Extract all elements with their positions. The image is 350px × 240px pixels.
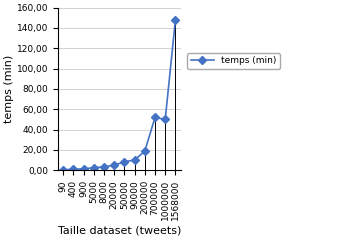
- temps (min): [153, 116, 157, 119]
- temps (min): [173, 18, 177, 21]
- temps (min): [82, 167, 86, 170]
- temps (min): [122, 160, 127, 163]
- temps (min): [163, 118, 167, 121]
- Line: temps (min): temps (min): [61, 17, 178, 173]
- temps (min): [61, 168, 65, 171]
- Legend: temps (min): temps (min): [188, 53, 280, 69]
- temps (min): [133, 159, 137, 162]
- Y-axis label: temps (min): temps (min): [4, 55, 14, 123]
- temps (min): [112, 164, 116, 167]
- X-axis label: Taille dataset (tweets): Taille dataset (tweets): [58, 226, 181, 236]
- temps (min): [71, 168, 76, 171]
- temps (min): [92, 166, 96, 169]
- temps (min): [143, 150, 147, 152]
- temps (min): [102, 165, 106, 168]
